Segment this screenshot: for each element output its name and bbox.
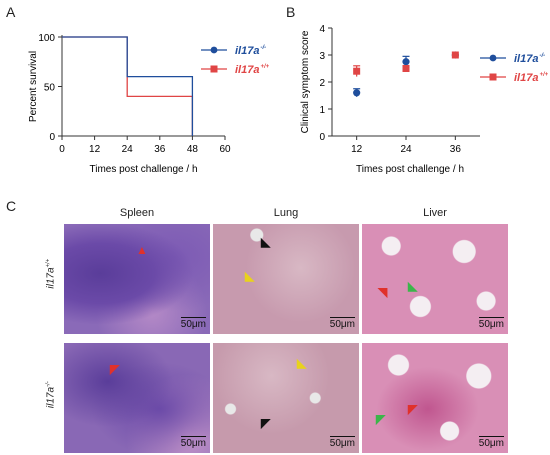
data-point <box>402 58 409 65</box>
green-arrow-icon: ◤ <box>376 413 385 425</box>
scale-bar: 50μm <box>330 319 355 330</box>
legend-marker <box>490 74 497 81</box>
scale-bar-label: 50μm <box>479 438 504 449</box>
x-tick-label: 36 <box>450 144 462 155</box>
spleen-knockout-image: ◤ 50μm <box>64 343 210 453</box>
x-tick-label: 12 <box>89 144 101 155</box>
row-label-knockout-sup: -/- <box>45 381 51 387</box>
scale-bar: 50μm <box>479 438 504 449</box>
x-tick-label: 36 <box>154 144 166 155</box>
chart-b: 12243601234Times post challenge / hClini… <box>280 0 550 190</box>
red-arrow-icon: ▲ <box>136 244 148 256</box>
scale-bar-label: 50μm <box>181 438 206 449</box>
y-axis-label: Percent survival <box>28 51 39 122</box>
lung-knockout-image: ◣ ◤ 50μm <box>213 343 359 453</box>
x-axis-label: Times post challenge / h <box>89 164 197 175</box>
legend-label: il17a+/+ <box>514 72 549 84</box>
scale-bar-label: 50μm <box>181 319 206 330</box>
y-tick-label: 100 <box>38 33 55 44</box>
legend-marker <box>490 55 497 62</box>
y-tick-label: 0 <box>319 132 325 143</box>
green-arrow-icon: ◣ <box>408 280 417 292</box>
legend-label: il17a-/- <box>235 45 266 57</box>
liver-knockout-image: ◤ ◤ 50μm <box>362 343 508 453</box>
legend-label: il17a+/+ <box>235 64 270 76</box>
row-label-wildtype-text: il17a <box>46 267 57 288</box>
x-tick-label: 60 <box>219 144 231 155</box>
x-tick-label: 12 <box>351 144 363 155</box>
liver-wildtype-image: ◥ ◣ 50μm <box>362 224 508 334</box>
lung-wildtype-image: ◣ ◣ 50μm <box>213 224 359 334</box>
data-point <box>403 65 410 72</box>
black-arrow-icon: ◤ <box>261 417 270 429</box>
chart-a: 0 12 24 36 48 60 0 50 100 Times post challenge / … <box>0 0 280 190</box>
scale-bar: 50μm <box>181 438 206 449</box>
scale-bar-label: 50μm <box>330 438 355 449</box>
x-tick-label: 24 <box>400 144 412 155</box>
column-title-lung: Lung <box>213 207 359 219</box>
scale-bar: 50μm <box>181 319 206 330</box>
data-point <box>452 52 459 59</box>
column-title-spleen: Spleen <box>64 207 210 219</box>
yellow-arrow-icon: ◣ <box>297 357 306 369</box>
data-point <box>353 89 360 96</box>
legend-label: il17a-/- <box>514 53 545 65</box>
row-label-wildtype: il17a+/+ <box>45 244 56 304</box>
legend-marker <box>211 66 218 73</box>
y-axis-label: Clinical symptom score <box>300 30 311 133</box>
y-tick-label: 50 <box>44 83 56 94</box>
x-tick-label: 24 <box>122 144 134 155</box>
scale-bar: 50μm <box>330 438 355 449</box>
row-label-wildtype-sup: +/+ <box>45 259 51 268</box>
legend-marker <box>211 47 218 54</box>
scale-bar: 50μm <box>479 319 504 330</box>
red-arrow-icon: ◤ <box>408 403 417 415</box>
scale-bar-label: 50μm <box>479 319 504 330</box>
yellow-arrow-icon: ◣ <box>245 270 254 282</box>
black-arrow-icon: ◣ <box>261 236 270 248</box>
x-tick-label: 0 <box>59 144 65 155</box>
column-title-liver: Liver <box>362 207 508 219</box>
y-tick-label: 2 <box>319 78 325 89</box>
x-tick-label: 48 <box>187 144 199 155</box>
scale-bar-label: 50μm <box>330 319 355 330</box>
panel-label-c: C <box>6 198 16 214</box>
y-tick-label: 3 <box>319 51 325 62</box>
y-tick-label: 4 <box>319 24 325 35</box>
row-label-knockout: il17a-/- <box>45 365 56 425</box>
y-tick-label: 1 <box>319 105 325 116</box>
row-label-knockout-text: il17a <box>46 387 57 408</box>
x-axis-label: Times post challenge / h <box>356 164 464 175</box>
spleen-wildtype-image: ▲ 50μm <box>64 224 210 334</box>
y-tick-label: 0 <box>49 132 55 143</box>
data-point <box>353 68 360 75</box>
red-arrow-icon: ◥ <box>378 286 387 298</box>
red-arrow-icon: ◤ <box>110 363 119 375</box>
